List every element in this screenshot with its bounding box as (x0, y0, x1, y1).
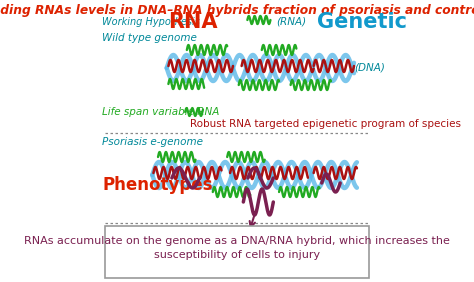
Text: Genetic: Genetic (317, 12, 407, 32)
Text: Non coding RNAs levels in DNA–RNA hybrids fraction of psoriasis and control skin: Non coding RNAs levels in DNA–RNA hybrid… (0, 4, 474, 17)
Text: RNA: RNA (168, 12, 218, 32)
Text: Wild type genome: Wild type genome (102, 33, 197, 43)
Text: Life span variable RNA: Life span variable RNA (102, 107, 219, 117)
FancyBboxPatch shape (105, 226, 369, 278)
Text: Phenotypes: Phenotypes (102, 176, 213, 194)
Text: Working Hypothesis: Working Hypothesis (102, 17, 200, 27)
Text: RNAs accumulate on the genome as a DNA/RNA hybrid, which increases the
susceptib: RNAs accumulate on the genome as a DNA/R… (24, 236, 450, 260)
Text: Psoriasis e-genome: Psoriasis e-genome (102, 137, 203, 147)
Text: Robust RNA targeted epigenetic program of species: Robust RNA targeted epigenetic program o… (190, 119, 461, 129)
Text: (RNA): (RNA) (276, 17, 306, 27)
Text: (DNA): (DNA) (354, 63, 385, 73)
